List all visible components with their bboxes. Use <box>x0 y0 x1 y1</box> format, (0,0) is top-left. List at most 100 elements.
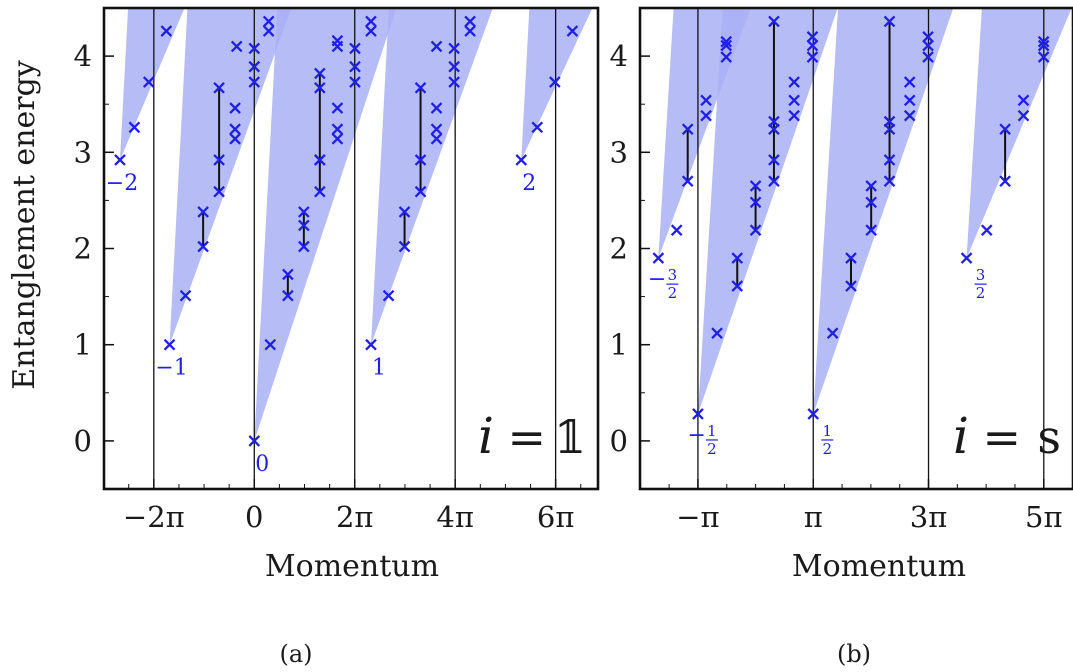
x-tick-label: −π <box>676 500 719 534</box>
sector-label-denominator: 2 <box>822 440 832 458</box>
data-point <box>903 94 916 107</box>
panel-a-ylabel: Entanglement energy <box>7 60 42 390</box>
data-point <box>826 327 839 339</box>
y-tick-label: 1 <box>610 328 628 362</box>
data-point <box>448 60 460 73</box>
data-point <box>282 268 294 281</box>
data-point <box>213 185 225 198</box>
data-point <box>314 82 326 94</box>
annotation-equals: = <box>982 410 1021 464</box>
y-tick-label: 2 <box>74 232 92 266</box>
data-point <box>365 338 377 351</box>
x-tick-label: −2π <box>123 500 185 534</box>
panel-b-caption: (b) <box>837 640 871 668</box>
data-point <box>999 123 1011 136</box>
data-point <box>314 185 326 198</box>
data-point <box>807 408 820 420</box>
data-point <box>314 67 326 80</box>
annotation-lhs: i <box>953 407 969 465</box>
sector-cone <box>966 8 1072 259</box>
sector-label-denominator: 2 <box>976 284 986 302</box>
data-point <box>922 39 934 52</box>
data-point <box>163 338 176 351</box>
data-point <box>314 154 326 166</box>
data-point <box>230 40 243 53</box>
data-point <box>128 121 141 134</box>
data-point <box>515 154 528 166</box>
data-point <box>922 51 934 63</box>
data-point <box>806 39 819 52</box>
data-point <box>229 133 241 145</box>
x-tick-label: 5π <box>1025 500 1063 534</box>
data-point <box>114 154 126 166</box>
data-point <box>298 240 310 253</box>
data-point <box>248 42 261 55</box>
data-point <box>566 25 579 37</box>
data-point <box>806 51 819 63</box>
data-point <box>960 252 973 264</box>
sector-cone <box>254 8 397 441</box>
x-tick-label: 6π <box>537 500 575 534</box>
data-point <box>349 76 361 88</box>
data-point <box>349 60 361 73</box>
data-point <box>1037 35 1050 48</box>
data-point <box>464 15 476 28</box>
sector-label-numerator: 1 <box>707 422 717 440</box>
data-point <box>845 280 857 292</box>
data-point <box>903 109 916 122</box>
data-point <box>448 42 460 55</box>
data-point <box>788 94 800 107</box>
data-point <box>197 240 209 253</box>
data-point <box>749 196 762 209</box>
x-tick-label: 2π <box>336 500 374 534</box>
sector-cone <box>697 8 838 414</box>
sector-label-denominator: 2 <box>668 284 678 302</box>
data-point <box>1037 39 1050 52</box>
sector-cone <box>813 8 954 414</box>
data-point <box>197 206 209 218</box>
sector-label: 0 <box>255 452 269 477</box>
y-tick-label: 4 <box>610 39 628 73</box>
data-point <box>681 123 694 136</box>
data-point <box>681 175 694 187</box>
x-tick-label: 4π <box>436 500 474 534</box>
data-point <box>652 252 665 264</box>
data-point <box>845 252 857 264</box>
data-point <box>282 289 294 302</box>
data-point <box>229 102 241 114</box>
data-point <box>883 15 896 28</box>
annotation-equals: = <box>507 410 546 464</box>
data-point <box>248 60 261 73</box>
data-point <box>331 123 344 136</box>
data-point <box>365 25 377 37</box>
sector-cone <box>370 8 493 345</box>
data-point <box>398 240 411 253</box>
data-point <box>692 408 704 420</box>
data-point <box>883 115 896 128</box>
sector-label-sign: − <box>688 423 706 448</box>
data-point <box>213 82 225 94</box>
y-tick-label: 4 <box>74 39 92 73</box>
annotation-rhs: s <box>1037 410 1061 464</box>
sector-cone <box>521 8 593 160</box>
sector-label-numerator: 3 <box>976 266 986 284</box>
data-point <box>430 40 443 53</box>
data-point <box>768 175 780 187</box>
sector-cone <box>169 8 292 345</box>
data-point <box>883 175 896 187</box>
data-point <box>298 219 310 232</box>
data-point <box>430 133 443 145</box>
data-point <box>414 82 427 94</box>
annotation-lhs: i <box>478 407 494 465</box>
data-point <box>670 224 683 237</box>
data-point <box>788 109 800 122</box>
data-point <box>749 180 762 192</box>
y-tick-label: 0 <box>74 424 92 458</box>
data-point <box>711 327 723 339</box>
data-point <box>768 15 780 28</box>
data-point <box>768 154 780 166</box>
data-point <box>464 25 476 37</box>
data-point <box>700 94 712 107</box>
